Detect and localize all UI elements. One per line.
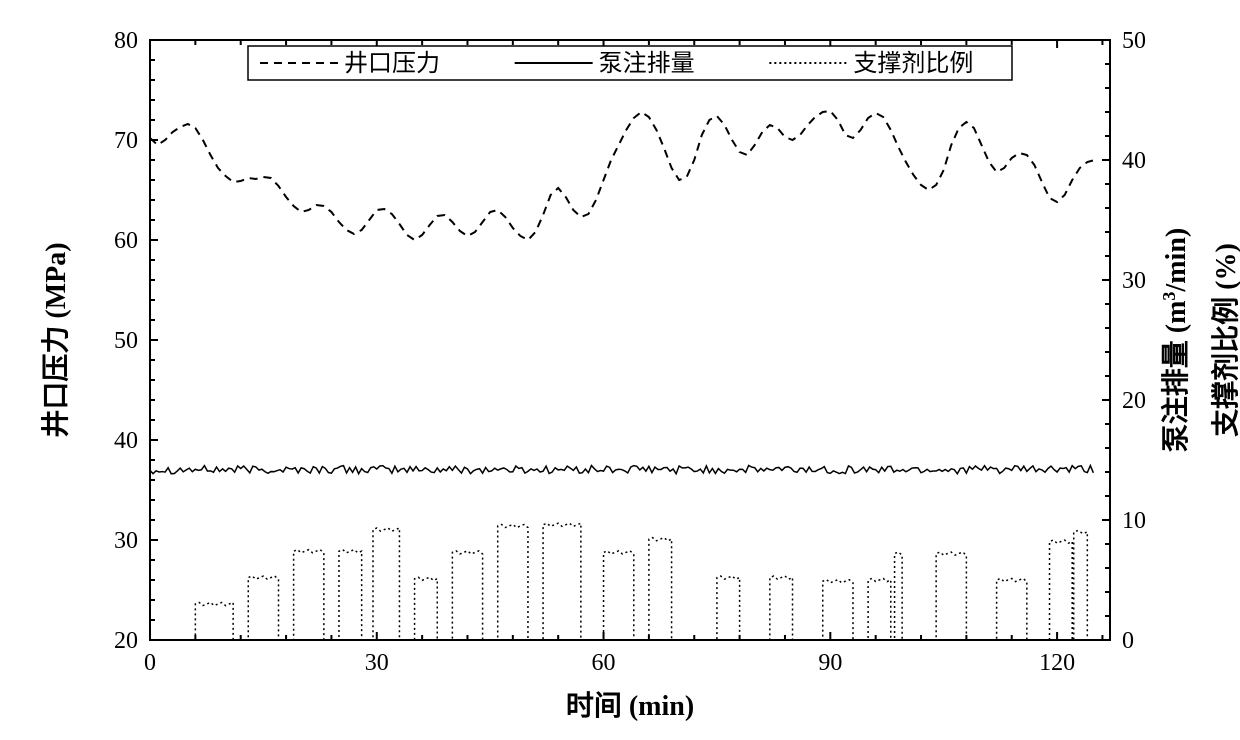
y-right-tick-label: 40 (1122, 148, 1146, 174)
chart-svg: 0 30 60 90 120 时间 (min) 20 30 40 50 60 70 80 井口压力 (MP… (0, 0, 1240, 740)
chart-container: 0 30 60 90 120 时间 (min) 20 30 40 50 60 70 80 井口压力 (MP… (0, 0, 1240, 740)
x-tick-label: 0 (144, 650, 156, 676)
y-right1-axis-label: 泵注排量 (m3/min) (1159, 228, 1192, 452)
x-tick-label: 120 (1039, 650, 1075, 676)
y-right-tick-label: 0 (1122, 628, 1134, 654)
legend-label: 支撑剂比例 (853, 50, 973, 77)
x-tick-label: 60 (592, 650, 616, 676)
plot-border (150, 40, 1110, 640)
x-axis-label: 时间 (min) (566, 690, 694, 722)
y-left-axis-label: 井口压力 (MPa) (40, 242, 72, 437)
series-proppant (150, 523, 1110, 640)
y-right-tick-label: 20 (1122, 388, 1146, 414)
y-left-tick-label: 30 (114, 528, 138, 554)
y-right-tick-label: 10 (1122, 508, 1146, 534)
x-tick-label: 90 (818, 650, 842, 676)
y-left-tick-label: 80 (114, 28, 138, 54)
y-left-tick-label: 40 (114, 428, 138, 454)
y-right-tick-label: 50 (1122, 28, 1146, 54)
y-left-tick-label: 20 (114, 628, 138, 654)
y-left-tick-label: 70 (114, 128, 138, 154)
y-left-tick-label: 50 (114, 328, 138, 354)
series-pressure (150, 111, 1095, 240)
y-right2-axis-label: 支撑剂比例 (%) (1210, 243, 1240, 437)
legend-label: 井口压力 (344, 50, 440, 77)
series-pumprate (150, 465, 1093, 473)
y-right-tick-label: 30 (1122, 268, 1146, 294)
y-left-tick-label: 60 (114, 228, 138, 254)
x-tick-label: 30 (365, 650, 389, 676)
legend-label: 泵注排量 (599, 50, 695, 77)
